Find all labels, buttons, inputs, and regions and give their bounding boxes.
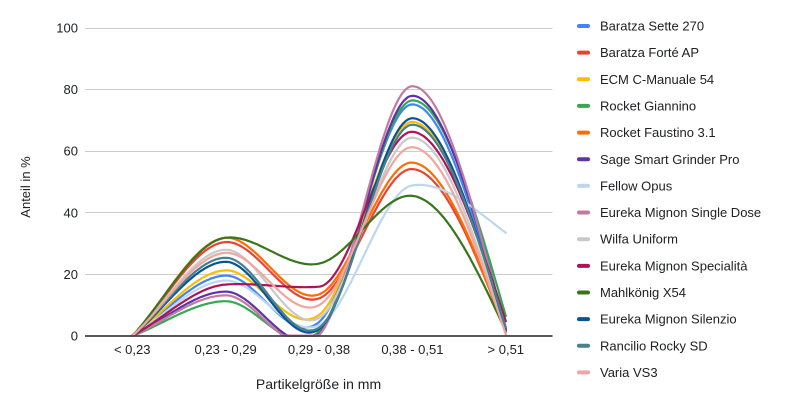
svg-text:Sage Smart Grinder Pro: Sage Smart Grinder Pro xyxy=(600,152,739,167)
svg-text:Partikelgröße in mm: Partikelgröße in mm xyxy=(256,376,381,392)
svg-text:0,38 - 0,51: 0,38 - 0,51 xyxy=(381,342,443,357)
svg-text:Eureka Mignon Single Dose: Eureka Mignon Single Dose xyxy=(600,205,761,220)
svg-text:Rancilio Rocky SD: Rancilio Rocky SD xyxy=(600,338,708,353)
svg-text:Eureka Mignon Specialità: Eureka Mignon Specialità xyxy=(600,258,748,273)
svg-text:Mahlkönig X54: Mahlkönig X54 xyxy=(600,285,686,300)
svg-text:Anteil in %: Anteil in % xyxy=(18,156,33,218)
svg-text:Eureka Mignon Silenzio: Eureka Mignon Silenzio xyxy=(600,312,737,327)
svg-text:Baratza Sette 270: Baratza Sette 270 xyxy=(600,19,704,34)
svg-text:0,29 - 0,38: 0,29 - 0,38 xyxy=(288,342,350,357)
svg-text:20: 20 xyxy=(64,267,78,282)
svg-text:80: 80 xyxy=(64,82,78,97)
svg-text:0: 0 xyxy=(71,329,78,344)
svg-text:Rocket Giannino: Rocket Giannino xyxy=(600,98,696,113)
svg-text:Wilfa Uniform: Wilfa Uniform xyxy=(600,232,678,247)
svg-text:100: 100 xyxy=(56,21,78,36)
svg-text:Baratza Forté AP: Baratza Forté AP xyxy=(600,45,699,60)
svg-text:> 0,51: > 0,51 xyxy=(488,342,525,357)
svg-text:< 0,23: < 0,23 xyxy=(114,342,151,357)
svg-text:0,23 - 0,29: 0,23 - 0,29 xyxy=(195,342,257,357)
svg-text:Rocket Faustino 3.1: Rocket Faustino 3.1 xyxy=(600,125,716,140)
svg-text:40: 40 xyxy=(64,205,78,220)
svg-text:60: 60 xyxy=(64,144,78,159)
svg-text:Fellow Opus: Fellow Opus xyxy=(600,178,673,193)
svg-text:Varia VS3: Varia VS3 xyxy=(600,365,658,380)
svg-text:ECM C-Manuale 54: ECM C-Manuale 54 xyxy=(600,72,714,87)
